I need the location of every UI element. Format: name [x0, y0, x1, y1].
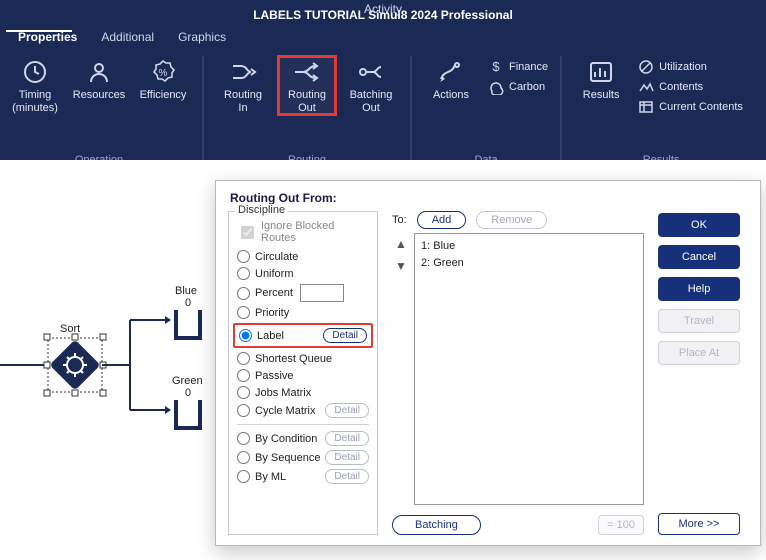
percent-badge-icon: % — [149, 58, 177, 86]
radio-by-ml[interactable]: By ML Detail — [237, 469, 369, 484]
app-title: LABELS TUTORIAL Simul8 2024 Professional — [253, 8, 513, 22]
results-icon — [587, 58, 615, 86]
radio-passive[interactable]: Passive — [237, 369, 369, 382]
finance-button[interactable]: $ Finance — [486, 58, 550, 76]
more-button[interactable]: More >> — [658, 513, 740, 535]
contents-button[interactable]: Contents — [636, 78, 745, 96]
destinations-panel: To: Add Remove ▲ ▼ 1: Blue 2: Green Batc… — [392, 211, 644, 535]
radio-label-highlight: Label Detail — [233, 323, 373, 348]
ok-button[interactable]: OK — [658, 213, 740, 237]
timing-button[interactable]: Timing(minutes) — [6, 56, 64, 115]
travel-button: Travel — [658, 309, 740, 333]
routing-out-dialog: Routing Out From: Discipline Ignore Bloc… — [215, 180, 761, 546]
destinations-list[interactable]: 1: Blue 2: Green — [414, 233, 644, 505]
radio-uniform[interactable]: Uniform — [237, 267, 369, 280]
dialog-title: Routing Out From: — [216, 181, 760, 211]
radio-percent[interactable]: Percent — [237, 284, 369, 302]
cycle-matrix-detail-button: Detail — [325, 403, 369, 418]
routing-out-button[interactable]: RoutingOut — [278, 56, 336, 115]
batching-button[interactable]: Batching — [392, 515, 481, 535]
queue-green-label: Green — [172, 375, 203, 387]
results-button[interactable]: Results — [572, 56, 630, 115]
ribbon-group-results: Results Utilization Contents Current Con… — [560, 56, 760, 170]
queue-blue-label: Blue — [175, 285, 197, 297]
cancel-button[interactable]: Cancel — [658, 245, 740, 269]
radio-shortest-queue[interactable]: Shortest Queue — [237, 352, 369, 365]
clock-icon — [21, 58, 49, 86]
dialog-side-buttons: OK Cancel Help Travel Place At More >> — [658, 211, 748, 535]
finance-icon: $ — [488, 59, 504, 75]
actions-icon — [437, 58, 465, 86]
ribbon-group-operation: Timing(minutes) Resources % Efficiency O… — [6, 56, 202, 170]
routing-out-icon — [293, 58, 321, 86]
add-button[interactable]: Add — [417, 211, 467, 229]
radio-cycle-matrix[interactable]: Cycle Matrix Detail — [237, 403, 369, 418]
svg-text:%: % — [159, 68, 168, 79]
by-sequence-detail-button: Detail — [325, 450, 369, 465]
by-ml-detail-button: Detail — [325, 469, 369, 484]
to-label: To: — [392, 214, 407, 226]
person-icon — [85, 58, 113, 86]
queue-blue-count: 0 — [185, 297, 191, 309]
radio-by-sequence[interactable]: By Sequence Detail — [237, 450, 369, 465]
utilization-icon — [638, 59, 654, 75]
sort-label: Sort — [60, 323, 80, 335]
percent-input[interactable] — [300, 284, 344, 302]
radio-jobs-matrix[interactable]: Jobs Matrix — [237, 386, 369, 399]
actions-button[interactable]: Actions — [422, 56, 480, 115]
radio-priority[interactable]: Priority — [237, 306, 369, 319]
ribbon-tabs: Activity — [0, 0, 766, 8]
ribbon-group-routing: RoutingIn RoutingOut BatchingOut Routing — [202, 56, 410, 170]
place-at-button: Place At — [658, 341, 740, 365]
routing-in-icon — [229, 58, 257, 86]
move-down-icon[interactable]: ▼ — [395, 259, 407, 273]
radio-by-condition[interactable]: By Condition Detail — [237, 431, 369, 446]
carbon-button[interactable]: Carbon — [486, 78, 550, 96]
tab-graphics[interactable]: Graphics — [178, 26, 226, 50]
by-condition-detail-button: Detail — [325, 431, 369, 446]
resources-button[interactable]: Resources — [70, 56, 128, 115]
carbon-icon — [488, 79, 504, 95]
label-detail-button[interactable]: Detail — [323, 328, 367, 343]
move-up-icon[interactable]: ▲ — [395, 237, 407, 251]
routing-in-button[interactable]: RoutingIn — [214, 56, 272, 115]
contents-icon — [638, 79, 654, 95]
discipline-group: Discipline Ignore Blocked Routes Circula… — [228, 211, 378, 535]
tab-underline — [6, 30, 72, 32]
tab-additional[interactable]: Additional — [101, 26, 154, 50]
queue-green-count: 0 — [185, 387, 191, 399]
list-item[interactable]: 1: Blue — [421, 238, 637, 255]
efficiency-button[interactable]: % Efficiency — [134, 56, 192, 115]
current-contents-button[interactable]: Current Contents — [636, 98, 745, 116]
list-tool-icons: ▲ ▼ — [392, 233, 410, 505]
eq-100-button: = 100 — [598, 515, 644, 535]
ignore-blocked-checkbox[interactable]: Ignore Blocked Routes — [237, 220, 369, 244]
batching-out-icon — [357, 58, 385, 86]
ribbon-group-data: Actions $ Finance Carbon Data — [410, 56, 560, 170]
list-item[interactable]: 2: Green — [421, 255, 637, 272]
radio-circulate[interactable]: Circulate — [237, 250, 369, 263]
utilization-button[interactable]: Utilization — [636, 58, 745, 76]
current-contents-icon — [638, 99, 654, 115]
batching-out-button[interactable]: BatchingOut — [342, 56, 400, 115]
remove-button: Remove — [476, 211, 547, 229]
radio-label[interactable]: Label Detail — [239, 328, 367, 343]
ribbon: LABELS TUTORIAL Simul8 2024 Professional… — [0, 0, 766, 160]
svg-text:$: $ — [492, 59, 500, 74]
discipline-legend: Discipline — [235, 204, 288, 216]
help-button[interactable]: Help — [658, 277, 740, 301]
